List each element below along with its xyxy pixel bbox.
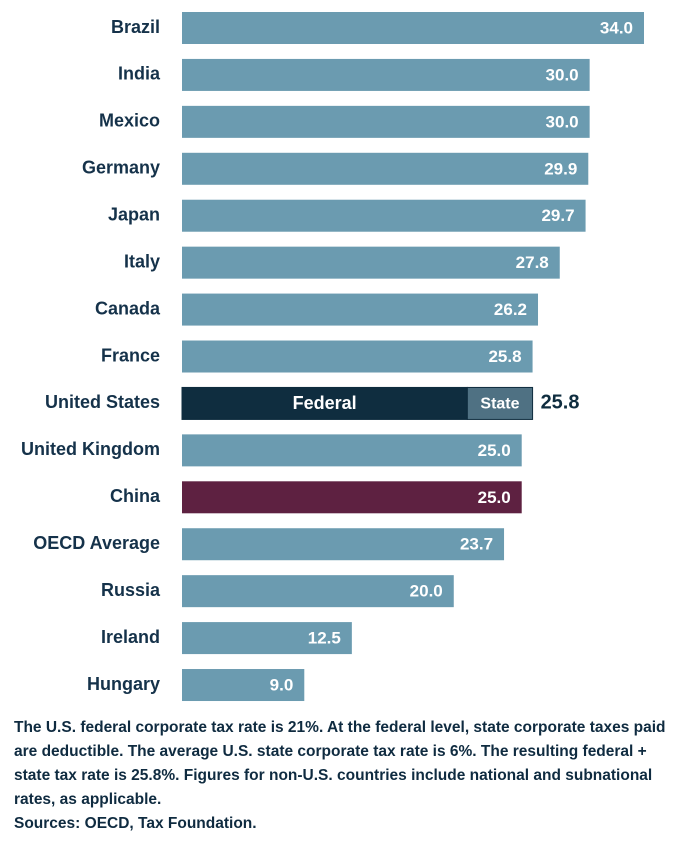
- value-label: 20.0: [410, 582, 443, 601]
- value-label: 29.7: [541, 206, 574, 225]
- bar-segment: [181, 386, 468, 420]
- value-label: 25.0: [478, 441, 511, 460]
- note: The U.S. federal corporate tax rate is 2…: [14, 719, 666, 808]
- bar: [182, 152, 589, 185]
- category-label: Mexico: [99, 111, 160, 131]
- category-label: OECD Average: [33, 533, 160, 553]
- value-label: 9.0: [270, 676, 294, 695]
- source: Sources: OECD, Tax Foundation.: [14, 815, 257, 832]
- value-label: 27.8: [516, 253, 549, 272]
- segment-label: Federal: [293, 393, 357, 413]
- value-label: 23.7: [460, 535, 493, 554]
- segment-label: State: [480, 396, 519, 413]
- footnotes: The U.S. federal corporate tax rate is 2…: [14, 716, 669, 836]
- category-label: Ireland: [101, 627, 160, 647]
- bar: [182, 12, 644, 44]
- value-label: 25.0: [478, 488, 511, 507]
- value-label: 29.9: [544, 159, 577, 178]
- value-label: 25.8: [488, 347, 521, 366]
- chart: Brazil 34.0 India 30.0 Mexico 30.0 Germany 29.9…: [21, 12, 644, 702]
- category-label: Canada: [95, 298, 161, 318]
- category-label: United States: [45, 392, 160, 412]
- category-label: Russia: [101, 580, 161, 600]
- bar: [182, 105, 590, 138]
- bar: [182, 622, 352, 655]
- bar: [182, 340, 533, 373]
- bar: [182, 199, 586, 232]
- category-label: China: [110, 486, 161, 506]
- category-label: United Kingdom: [21, 439, 160, 459]
- value-label: 25.8: [541, 392, 580, 414]
- value-label: 26.2: [494, 300, 527, 319]
- bar: [182, 575, 454, 608]
- bar: [182, 246, 560, 279]
- value-label: 12.5: [308, 629, 341, 648]
- bar: [182, 58, 590, 91]
- bar: [182, 528, 505, 561]
- category-label: France: [101, 345, 160, 365]
- category-label: Japan: [108, 204, 160, 224]
- value-label: 30.0: [546, 112, 579, 131]
- bar: [182, 293, 539, 326]
- category-label: Germany: [82, 158, 160, 178]
- category-label: India: [118, 64, 161, 84]
- bar: [182, 669, 305, 702]
- bar: [182, 434, 522, 467]
- category-label: Brazil: [111, 17, 160, 37]
- category-label: Italy: [124, 251, 160, 271]
- value-label: 30.0: [546, 65, 579, 84]
- category-label: Hungary: [87, 674, 160, 694]
- bar: [182, 481, 522, 514]
- value-label: 34.0: [600, 18, 633, 37]
- bar-segment: [466, 386, 534, 420]
